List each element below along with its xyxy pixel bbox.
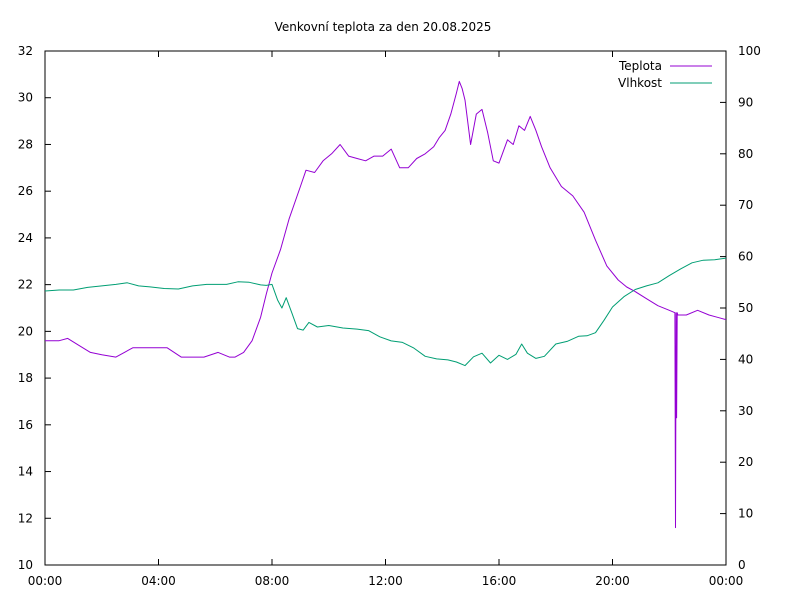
series-lines xyxy=(45,80,726,529)
chart-title: Venkovní teplota za den 20.08.2025 xyxy=(275,20,492,34)
y2-tick-label: 70 xyxy=(738,198,753,212)
y-tick-label: 28 xyxy=(18,137,33,151)
y-tick-label: 16 xyxy=(18,418,33,432)
y2-tick-label: 80 xyxy=(738,147,753,161)
y-tick-label: 24 xyxy=(18,231,33,245)
x-tick-label: 20:00 xyxy=(595,574,630,588)
y-tick-label: 12 xyxy=(18,511,33,525)
y2-tick-label: 20 xyxy=(738,455,753,469)
y2-tick-label: 40 xyxy=(738,352,753,366)
x-tick-label: 08:00 xyxy=(255,574,290,588)
y-tick-label: 20 xyxy=(18,324,33,338)
y-tick-label: 26 xyxy=(18,184,33,198)
legend: Teplota Vlhkost xyxy=(618,59,712,90)
y-tick-label: 14 xyxy=(18,465,33,479)
y2-tick-label: 90 xyxy=(738,95,753,109)
y2-tick-label: 50 xyxy=(738,301,753,315)
plot-area-border xyxy=(44,50,727,566)
y-tick-label: 30 xyxy=(18,91,33,105)
y-tick-label: 10 xyxy=(18,558,33,572)
x-tick-label: 00:00 xyxy=(28,574,63,588)
y2-tick-label: 60 xyxy=(738,250,753,264)
y2-tick-label: 100 xyxy=(738,44,761,58)
x-tick-label: 16:00 xyxy=(482,574,517,588)
legend-label-teplota: Teplota xyxy=(618,59,662,73)
legend-label-vlhkost: Vlhkost xyxy=(618,76,662,90)
x-tick-label: 00:00 xyxy=(709,574,744,588)
x-tick-label: 04:00 xyxy=(141,574,176,588)
series-line-teplota xyxy=(45,80,726,529)
y-tick-label: 18 xyxy=(18,371,33,385)
left-y-axis: 10 12 14 16 18 20 22 24 26 28 30 32 xyxy=(18,44,51,572)
right-y-axis: 0 10 20 30 40 50 60 70 80 90 100 xyxy=(720,44,761,572)
x-tick-label: 12:00 xyxy=(368,574,403,588)
series-line-vlhkost xyxy=(45,257,726,367)
y2-tick-label: 30 xyxy=(738,404,753,418)
y-tick-label: 32 xyxy=(18,44,33,58)
y2-tick-label: 10 xyxy=(738,507,753,521)
y2-tick-label: 0 xyxy=(738,558,746,572)
y-tick-label: 22 xyxy=(18,278,33,292)
x-axis: 00:00 04:00 08:00 12:00 16:00 20:00 00:00 xyxy=(28,51,744,588)
